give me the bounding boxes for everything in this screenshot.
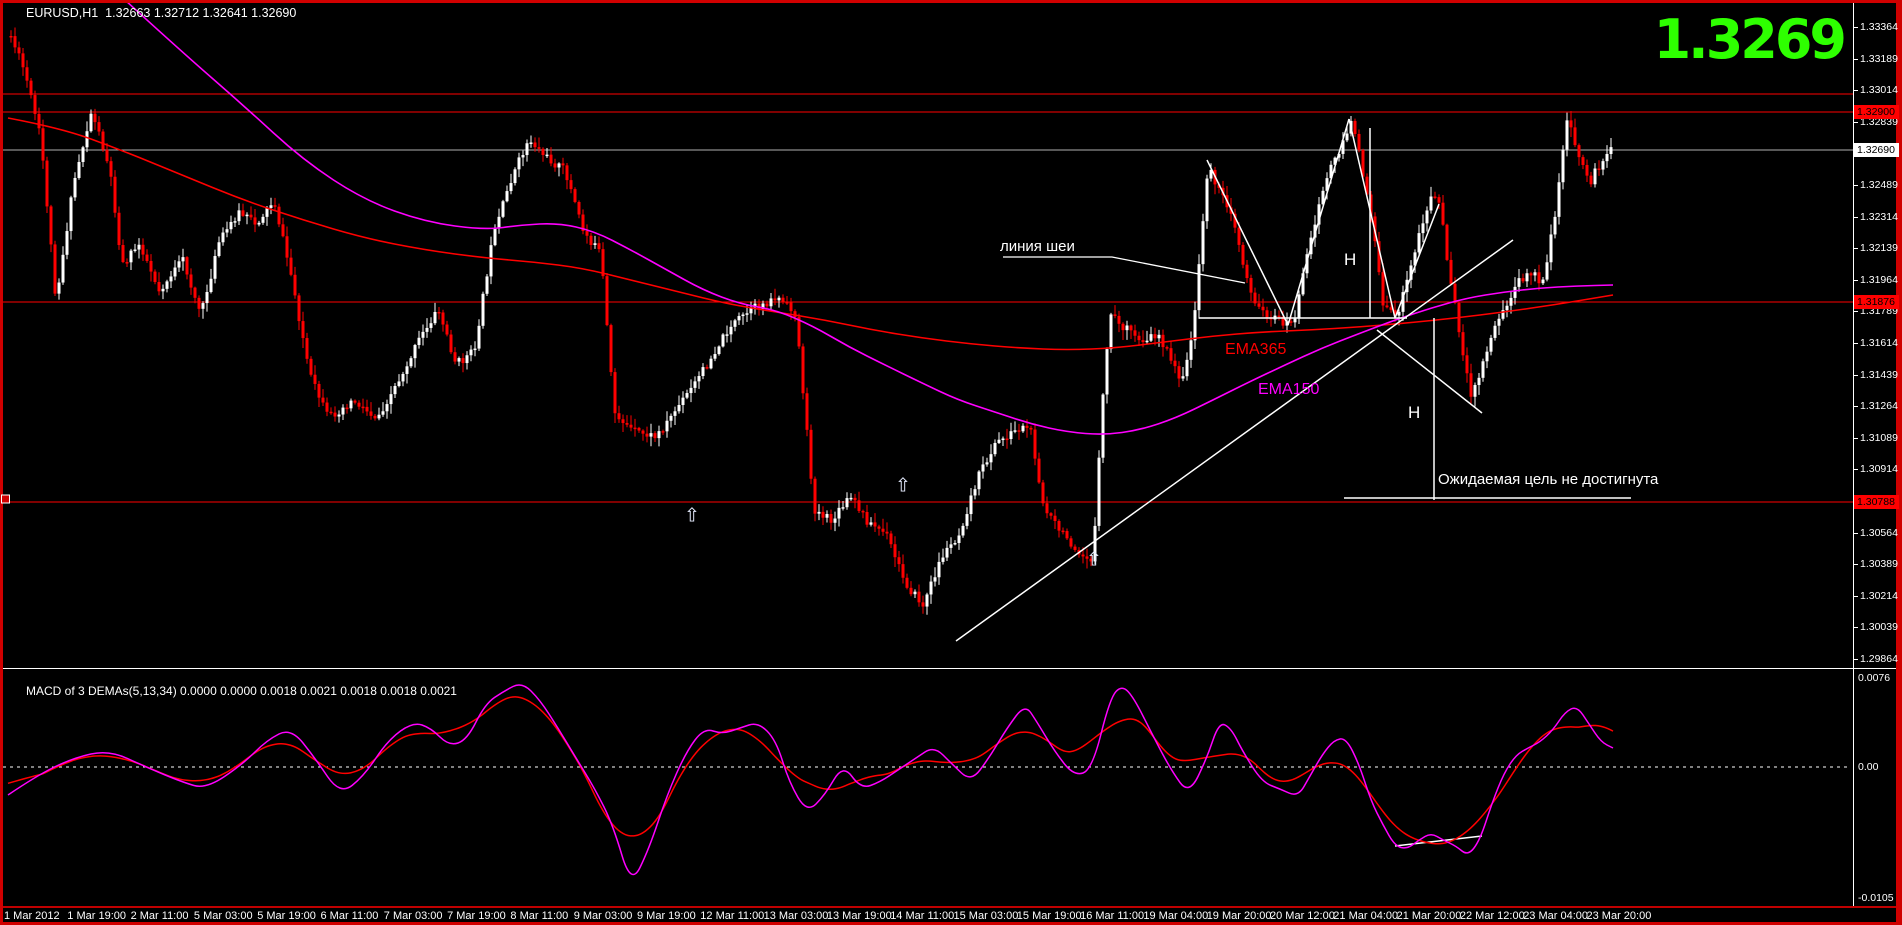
time-tick-label: 21 Mar 20:00 bbox=[1396, 910, 1462, 922]
neckline-annotation-label[interactable]: линия шеи bbox=[1000, 238, 1075, 255]
up-arrow-icon[interactable]: ⇧ bbox=[1086, 549, 1102, 571]
price-tick-label: 1.31089 bbox=[1860, 431, 1898, 444]
current-price-quote: 1.3269 bbox=[1653, 8, 1847, 71]
indicator-tick-label: 0.0076 bbox=[1858, 672, 1891, 684]
trendline-annotations[interactable] bbox=[955, 118, 1631, 847]
time-tick-label: 16 Mar 11:00 bbox=[1080, 910, 1145, 922]
hline-anchor-marker[interactable] bbox=[1, 494, 10, 504]
time-tick-label: 23 Mar 04:00 bbox=[1523, 910, 1589, 922]
price-tick-mark bbox=[1853, 90, 1858, 92]
time-tick-label: 23 Mar 20:00 bbox=[1586, 910, 1652, 922]
price-tick-label: 1.33364 bbox=[1860, 21, 1898, 33]
price-level-marker: 1.32900 bbox=[1854, 105, 1899, 119]
price-tick-label: 1.30389 bbox=[1860, 558, 1898, 571]
price-tick-mark bbox=[1853, 248, 1858, 250]
price-level-marker: 1.31876 bbox=[1854, 295, 1899, 309]
window-border-top bbox=[0, 0, 1902, 3]
indicator-tick-label: -0.0105 bbox=[1858, 892, 1894, 904]
price-tick-mark bbox=[1853, 437, 1858, 439]
price-tick-label: 1.29864 bbox=[1860, 653, 1898, 665]
indicator-panel-separator[interactable] bbox=[3, 668, 1896, 669]
price-tick-label: 1.30564 bbox=[1860, 526, 1898, 539]
price-tick-mark bbox=[1853, 406, 1858, 408]
time-tick-label: 13 Mar 19:00 bbox=[826, 910, 892, 922]
window-border-right bbox=[1896, 0, 1902, 925]
time-tick-label: 7 Mar 19:00 bbox=[447, 910, 506, 922]
price-tick-mark bbox=[1853, 216, 1858, 218]
price-tick-label: 1.32139 bbox=[1860, 242, 1898, 255]
time-tick-label: 13 Mar 03:00 bbox=[763, 910, 829, 922]
price-tick-mark bbox=[1853, 659, 1858, 660]
price-tick-mark bbox=[1853, 311, 1858, 313]
indicator-tick-label: 0.00 bbox=[1858, 761, 1879, 773]
time-tick-label: 12 Mar 11:00 bbox=[700, 910, 765, 922]
time-axis-separator bbox=[3, 906, 1896, 908]
price-tick-mark bbox=[1853, 595, 1858, 597]
price-tick-label: 1.32314 bbox=[1860, 210, 1898, 223]
price-tick-label: 1.33014 bbox=[1860, 84, 1898, 97]
price-tick-mark bbox=[1853, 185, 1858, 186]
time-tick-label: 6 Mar 11:00 bbox=[320, 910, 379, 922]
time-tick-label: 5 Mar 19:00 bbox=[257, 910, 316, 922]
target-annotation-label[interactable]: Ожидаемая цель не достигнута bbox=[1438, 471, 1659, 488]
window-border-left bbox=[0, 0, 3, 925]
macd-indicator-lines bbox=[3, 684, 1848, 876]
candlesticks bbox=[9, 27, 1613, 615]
time-tick-label: 19 Mar 04:00 bbox=[1143, 910, 1209, 922]
time-tick-label: 14 Mar 11:00 bbox=[890, 910, 955, 922]
time-tick-label: 15 Mar 03:00 bbox=[953, 910, 1019, 922]
indicator-title: MACD of 3 DEMAs(5,13,34) 0.0000 0.0000 0… bbox=[26, 684, 457, 698]
price-tick-mark bbox=[1853, 121, 1858, 123]
window-border-bottom bbox=[0, 922, 1902, 925]
up-arrow-icon[interactable]: ⇧ bbox=[684, 505, 700, 527]
price-tick-mark bbox=[1853, 374, 1858, 376]
price-tick-label: 1.31964 bbox=[1860, 273, 1898, 286]
time-tick-label: 2 Mar 11:00 bbox=[130, 910, 189, 922]
price-tick-label: 1.31439 bbox=[1860, 368, 1898, 381]
price-level-marker: 1.30788 bbox=[1854, 495, 1899, 509]
moving-average-lines[interactable] bbox=[7, 0, 1614, 435]
chart-symbol-ohlc-header: EURUSD,H1 1.32663 1.32712 1.32641 1.3269… bbox=[26, 6, 297, 20]
ema150-label[interactable]: EMA150 bbox=[1258, 381, 1320, 398]
time-tick-label: 9 Mar 03:00 bbox=[573, 910, 633, 922]
price-tick-mark bbox=[1853, 627, 1858, 629]
up-arrow-icon[interactable]: ⇧ bbox=[895, 475, 911, 497]
time-tick-label: 5 Mar 03:00 bbox=[193, 910, 253, 922]
price-tick-label: 1.30214 bbox=[1860, 589, 1898, 602]
price-tick-label: 1.31614 bbox=[1860, 337, 1898, 349]
time-tick-label: 8 Mar 11:00 bbox=[510, 910, 569, 922]
price-tick-mark bbox=[1853, 532, 1858, 534]
price-tick-mark bbox=[1853, 279, 1858, 281]
time-tick-label: 22 Mar 12:00 bbox=[1459, 910, 1525, 922]
time-tick-label: 1 Mar 2012 bbox=[4, 910, 60, 922]
time-tick-label: 15 Mar 19:00 bbox=[1016, 910, 1082, 922]
ema365-label[interactable]: EMA365 bbox=[1225, 341, 1287, 358]
time-tick-label: 21 Mar 04:00 bbox=[1333, 910, 1399, 922]
target-height-label[interactable]: Н bbox=[1408, 403, 1421, 422]
horizontal-level-lines[interactable] bbox=[3, 93, 1853, 503]
time-tick-label: 20 Mar 12:00 bbox=[1270, 910, 1335, 922]
price-tick-label: 1.32489 bbox=[1860, 179, 1898, 191]
time-tick-label: 19 Mar 20:00 bbox=[1206, 910, 1272, 922]
price-level-marker: 1.32690 bbox=[1854, 143, 1899, 157]
price-tick-label: 1.30039 bbox=[1860, 621, 1898, 634]
head-height-label[interactable]: Н bbox=[1344, 250, 1357, 269]
price-tick-mark bbox=[1853, 343, 1858, 344]
price-tick-mark bbox=[1853, 27, 1858, 28]
price-axis-separator bbox=[1853, 3, 1854, 906]
time-tick-label: 1 Mar 19:00 bbox=[67, 910, 126, 922]
price-tick-label: 1.31264 bbox=[1860, 400, 1898, 413]
time-tick-label: 9 Mar 19:00 bbox=[637, 910, 696, 922]
price-tick-mark bbox=[1853, 58, 1858, 60]
price-tick-label: 1.30914 bbox=[1860, 463, 1898, 476]
price-tick-label: 1.33189 bbox=[1860, 52, 1898, 65]
price-tick-mark bbox=[1853, 564, 1858, 566]
price-tick-mark bbox=[1853, 469, 1858, 471]
time-tick-label: 7 Mar 03:00 bbox=[383, 910, 443, 922]
